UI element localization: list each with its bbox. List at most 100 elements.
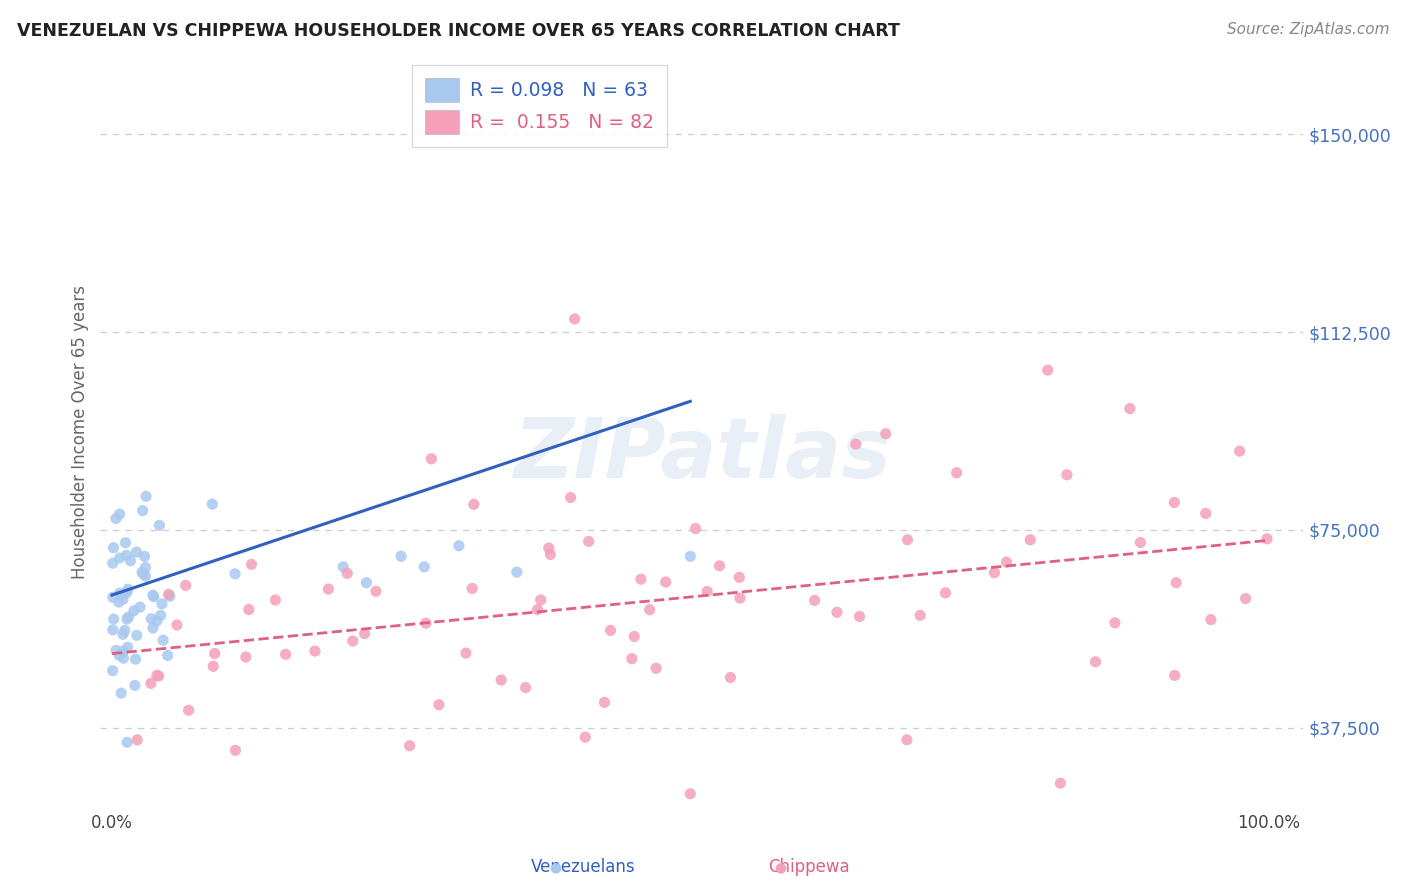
Point <box>1256 532 1278 546</box>
Point <box>427 698 450 712</box>
Point <box>696 584 718 599</box>
Point <box>146 614 169 628</box>
Point <box>240 558 263 572</box>
Point <box>1084 655 1107 669</box>
Point <box>1234 591 1257 606</box>
Point <box>463 497 485 511</box>
Point <box>224 743 246 757</box>
Text: VENEZUELAN VS CHIPPEWA HOUSEHOLDER INCOME OVER 65 YEARS CORRELATION CHART: VENEZUELAN VS CHIPPEWA HOUSEHOLDER INCOM… <box>17 22 900 40</box>
Legend: R = 0.098   N = 63, R =  0.155   N = 82: R = 0.098 N = 63, R = 0.155 N = 82 <box>412 64 666 147</box>
Point <box>224 566 246 581</box>
Point <box>139 676 162 690</box>
Point <box>117 640 139 655</box>
Point <box>515 681 537 695</box>
Point <box>148 814 170 829</box>
Point <box>356 575 378 590</box>
Point <box>142 588 165 602</box>
Point <box>896 732 918 747</box>
Point <box>202 659 225 673</box>
Point <box>506 565 529 579</box>
Point <box>103 612 125 626</box>
Point <box>825 605 848 619</box>
Point <box>110 686 132 700</box>
Point <box>1195 507 1218 521</box>
Point <box>115 549 138 563</box>
Point <box>264 593 287 607</box>
Point <box>654 575 676 590</box>
Point <box>1049 776 1071 790</box>
Point <box>1056 467 1078 482</box>
Point <box>150 597 173 611</box>
Point <box>1104 615 1126 630</box>
Point <box>560 491 582 505</box>
Point <box>398 739 420 753</box>
Point <box>728 570 751 584</box>
Point <box>108 551 131 566</box>
Point <box>104 511 127 525</box>
Point <box>204 647 226 661</box>
Point <box>101 591 124 605</box>
Point <box>638 603 661 617</box>
Point <box>114 624 136 638</box>
Point <box>125 545 148 559</box>
Point <box>538 548 561 562</box>
Point <box>1199 613 1222 627</box>
Point <box>142 590 165 604</box>
Point <box>132 566 155 581</box>
Point <box>142 621 165 635</box>
Point <box>127 732 149 747</box>
Point <box>685 522 707 536</box>
Point <box>454 646 477 660</box>
Point <box>108 507 131 521</box>
Point <box>1163 668 1185 682</box>
Point <box>149 608 172 623</box>
Point <box>112 644 135 658</box>
Point <box>111 592 134 607</box>
Point <box>101 623 124 637</box>
Point <box>114 535 136 549</box>
Point <box>645 661 668 675</box>
Point <box>420 451 443 466</box>
Point <box>623 630 645 644</box>
Point <box>166 618 188 632</box>
Point <box>131 565 153 579</box>
Text: ●: ● <box>775 860 786 874</box>
Point <box>720 671 742 685</box>
Point <box>995 555 1018 569</box>
Point <box>593 695 616 709</box>
Point <box>177 703 200 717</box>
Point <box>135 489 157 503</box>
Point <box>274 648 297 662</box>
Point <box>152 633 174 648</box>
Point <box>117 582 139 597</box>
Point <box>159 589 181 603</box>
Point <box>983 566 1005 580</box>
Point <box>134 549 156 564</box>
Point <box>489 673 512 687</box>
Point <box>157 587 180 601</box>
Point <box>875 426 897 441</box>
Point <box>336 566 359 581</box>
Point <box>530 593 553 607</box>
Point <box>599 624 621 638</box>
Point <box>108 586 131 600</box>
Point <box>896 533 918 547</box>
Text: ZIPatlas: ZIPatlas <box>513 415 891 495</box>
Point <box>413 559 436 574</box>
Point <box>131 503 153 517</box>
Point <box>107 595 129 609</box>
Point <box>934 586 956 600</box>
Point <box>526 602 548 616</box>
Point <box>364 584 387 599</box>
Point <box>115 585 138 599</box>
Point <box>146 668 169 682</box>
Point <box>564 312 586 326</box>
Point <box>238 602 260 616</box>
Point <box>148 518 170 533</box>
Point <box>1163 495 1185 509</box>
Point <box>620 651 643 665</box>
Point <box>112 651 135 665</box>
Point <box>803 593 825 607</box>
Point <box>709 558 731 573</box>
Point <box>125 628 148 642</box>
